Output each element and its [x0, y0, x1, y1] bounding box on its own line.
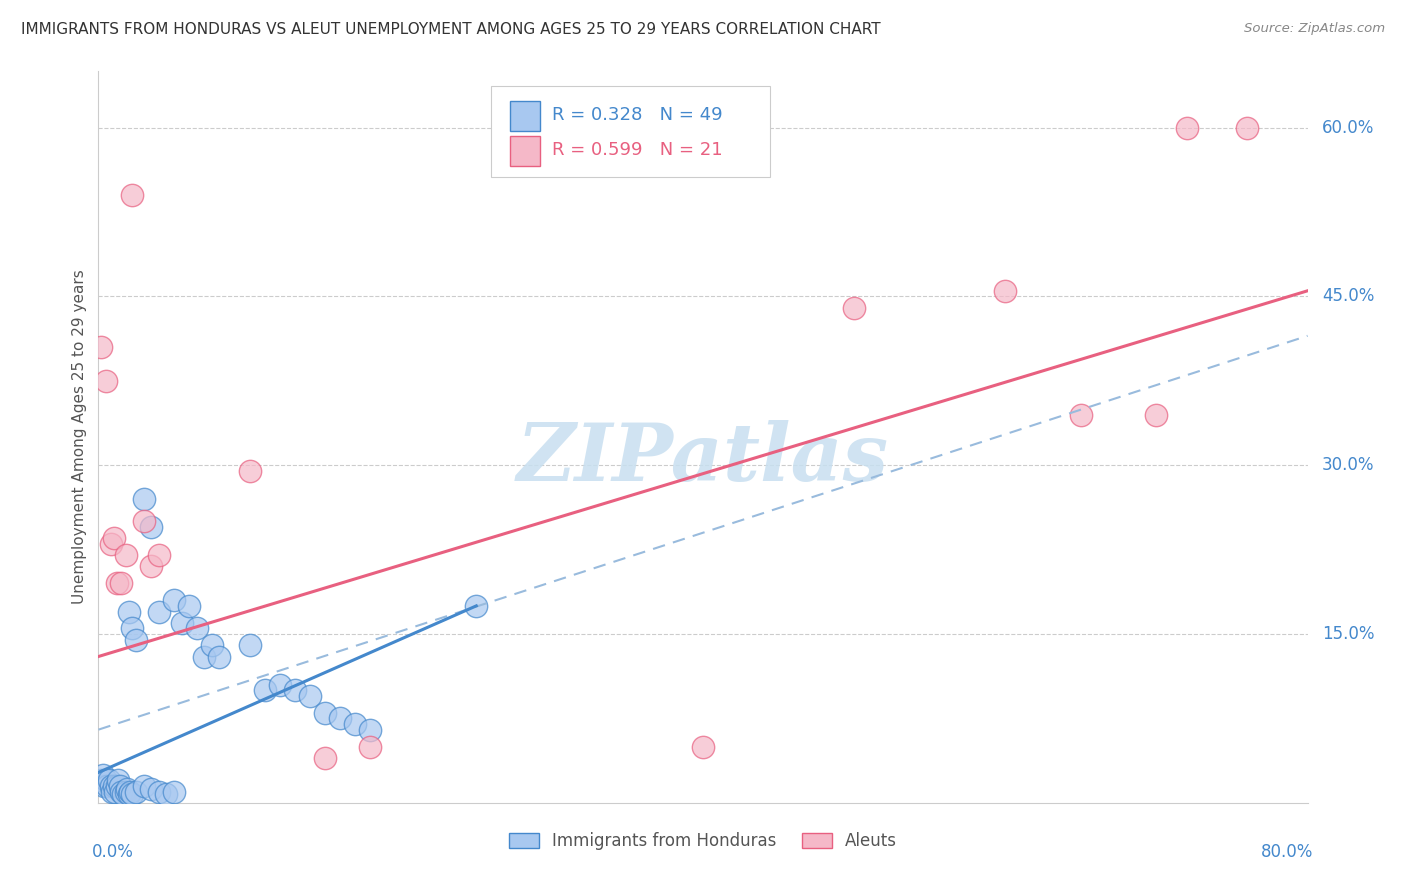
Point — [107, 773, 129, 788]
Point — [239, 638, 262, 652]
Point — [148, 784, 170, 798]
Point — [103, 532, 125, 546]
Point — [121, 188, 143, 202]
Point — [98, 773, 121, 788]
Legend: Immigrants from Honduras, Aleuts: Immigrants from Honduras, Aleuts — [502, 825, 904, 856]
Y-axis label: Unemployment Among Ages 25 to 29 years: Unemployment Among Ages 25 to 29 years — [72, 269, 87, 605]
Point — [104, 784, 127, 798]
Text: R = 0.599   N = 21: R = 0.599 N = 21 — [551, 141, 723, 160]
Point — [101, 784, 124, 798]
Point — [253, 683, 276, 698]
Text: 15.0%: 15.0% — [1322, 625, 1375, 643]
Point — [360, 739, 382, 754]
Text: 30.0%: 30.0% — [1322, 456, 1375, 475]
Text: 80.0%: 80.0% — [1261, 843, 1313, 861]
Point — [111, 787, 134, 801]
Point — [155, 787, 177, 801]
Text: R = 0.328   N = 49: R = 0.328 N = 49 — [551, 106, 723, 124]
Text: 0.0%: 0.0% — [93, 843, 134, 861]
Text: 60.0%: 60.0% — [1322, 119, 1375, 136]
Point — [118, 605, 141, 619]
Point — [120, 784, 142, 798]
Point — [100, 779, 122, 793]
Point — [692, 739, 714, 754]
Point — [314, 751, 336, 765]
Point — [118, 787, 141, 801]
Point — [100, 537, 122, 551]
Point — [94, 374, 117, 388]
Point — [90, 340, 112, 354]
Point — [1236, 120, 1258, 135]
Point — [110, 784, 132, 798]
Point — [284, 683, 307, 698]
Point — [125, 632, 148, 647]
Point — [844, 301, 866, 315]
Point — [141, 559, 163, 574]
Point — [132, 515, 155, 529]
Point — [994, 284, 1017, 298]
Point — [93, 779, 115, 793]
Point — [148, 605, 170, 619]
Point — [96, 779, 118, 793]
Point — [208, 649, 231, 664]
Point — [1175, 120, 1198, 135]
Text: ZIPatlas: ZIPatlas — [517, 420, 889, 498]
FancyBboxPatch shape — [509, 136, 540, 167]
Point — [121, 787, 143, 801]
Point — [179, 599, 201, 613]
Point — [314, 706, 336, 720]
Point — [163, 784, 186, 798]
Point — [465, 599, 488, 613]
Point — [148, 548, 170, 562]
Point — [132, 491, 155, 506]
Point — [163, 593, 186, 607]
Point — [299, 689, 322, 703]
Point — [344, 717, 367, 731]
Point — [269, 678, 291, 692]
Point — [91, 767, 114, 781]
Point — [121, 621, 143, 635]
Point — [90, 773, 112, 788]
Point — [141, 520, 163, 534]
Text: Source: ZipAtlas.com: Source: ZipAtlas.com — [1244, 22, 1385, 36]
Point — [125, 784, 148, 798]
Point — [105, 779, 128, 793]
Point — [186, 621, 208, 635]
Point — [94, 773, 117, 788]
Point — [170, 615, 193, 630]
Text: 45.0%: 45.0% — [1322, 287, 1375, 305]
Point — [239, 464, 262, 478]
Point — [1070, 408, 1092, 422]
Text: IMMIGRANTS FROM HONDURAS VS ALEUT UNEMPLOYMENT AMONG AGES 25 TO 29 YEARS CORRELA: IMMIGRANTS FROM HONDURAS VS ALEUT UNEMPL… — [21, 22, 880, 37]
Point — [132, 779, 155, 793]
Point — [114, 784, 136, 798]
FancyBboxPatch shape — [492, 86, 769, 178]
Point — [201, 638, 224, 652]
Point — [115, 782, 138, 797]
Point — [103, 779, 125, 793]
Point — [193, 649, 215, 664]
Point — [360, 723, 382, 737]
Point — [108, 779, 131, 793]
FancyBboxPatch shape — [509, 101, 540, 131]
Point — [114, 548, 136, 562]
Point — [105, 576, 128, 591]
Point — [1144, 408, 1167, 422]
Point — [329, 711, 352, 725]
Point — [110, 576, 132, 591]
Point — [141, 782, 163, 797]
